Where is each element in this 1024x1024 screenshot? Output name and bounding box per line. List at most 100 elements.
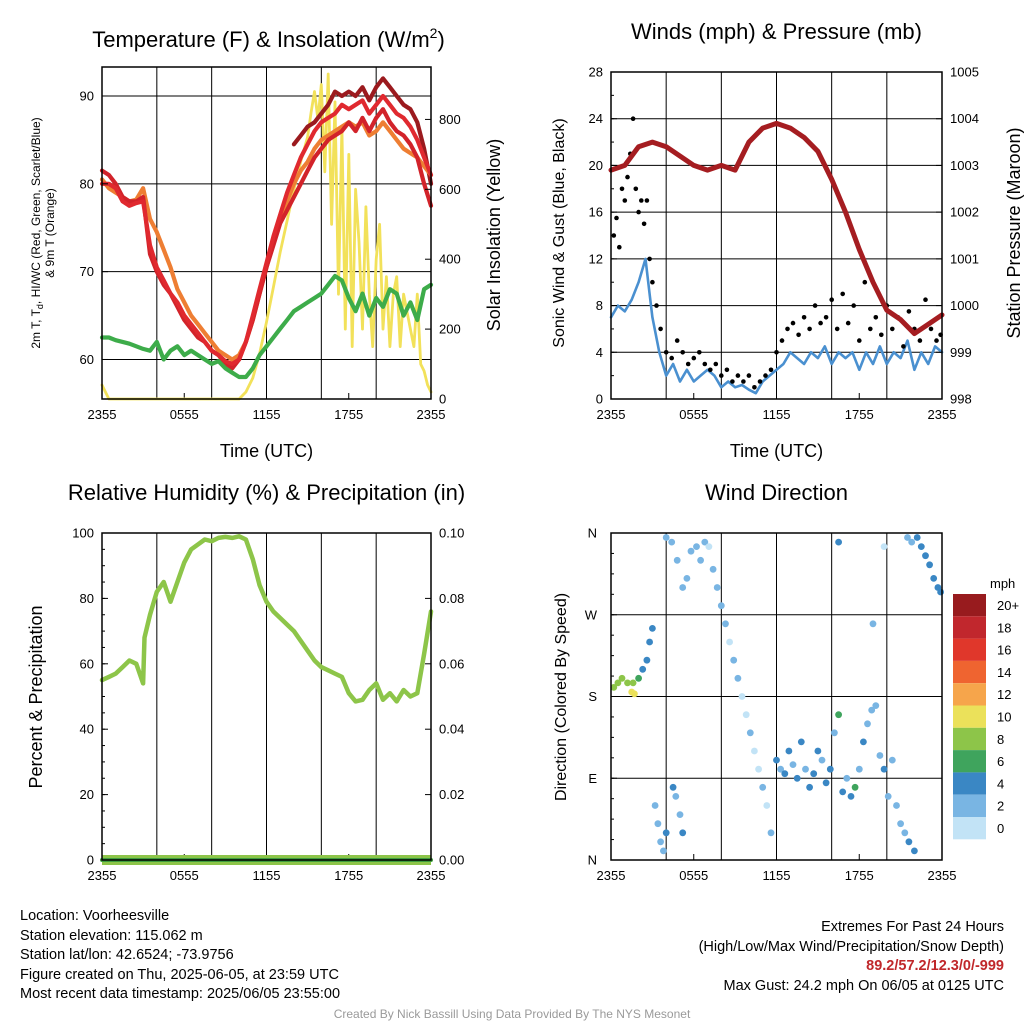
gust-point — [713, 361, 719, 367]
gust-point — [680, 350, 685, 355]
y2-tick-label: 1004 — [950, 111, 979, 126]
direction-point — [649, 625, 656, 632]
colorbar-swatch — [953, 817, 986, 840]
y2-tick-label: 800 — [439, 112, 461, 127]
y-axis-label: Sonic Wind & Gust (Blue, Black) — [551, 118, 568, 347]
gust-point — [879, 332, 884, 338]
x-tick-label: 1755 — [845, 868, 874, 883]
direction-point — [742, 711, 750, 719]
gust-point — [785, 326, 790, 332]
y-tick-label: 20 — [80, 787, 94, 802]
y-tick-label: 0 — [596, 392, 603, 407]
direction-point — [639, 665, 647, 673]
direction-point — [872, 702, 880, 709]
direction-point — [777, 765, 784, 773]
direction-point — [672, 793, 680, 800]
direction-point — [713, 584, 721, 591]
gust-point — [625, 174, 630, 180]
y-tick-label: 0 — [87, 853, 94, 868]
gust-point — [851, 303, 856, 308]
y-tick-label: 40 — [80, 722, 94, 737]
y-tick-label: 60 — [80, 656, 94, 671]
direction-point — [773, 756, 780, 764]
station-location: Location: Voorheesville — [20, 908, 170, 924]
gust-point — [862, 279, 868, 285]
y-axis-label: Percent & Precipitation — [26, 605, 46, 788]
gust-point — [901, 344, 906, 349]
station-info: Location: Voorheesville Station elevatio… — [20, 907, 340, 1005]
y-tick-label: W — [585, 607, 598, 622]
colorbar-swatch — [953, 683, 986, 706]
direction-point — [717, 602, 725, 610]
x-tick-label: 0555 — [170, 407, 199, 422]
gust-point — [917, 338, 923, 343]
gust-point — [639, 198, 644, 203]
x-tick-label: 2355 — [597, 407, 626, 422]
y2-axis-label: Solar Insolation (Yellow) — [484, 139, 504, 331]
direction-point — [904, 534, 911, 541]
direction-point — [673, 556, 681, 564]
direction-point — [734, 674, 742, 682]
gust-point — [774, 350, 779, 355]
direction-point — [876, 752, 884, 759]
direction-point — [793, 774, 801, 782]
direction-point — [868, 706, 876, 714]
gust-point — [674, 338, 680, 343]
direction-point — [746, 729, 754, 737]
gust-point — [752, 385, 757, 390]
y-tick-label: 90 — [80, 88, 94, 103]
gust-point — [801, 315, 807, 320]
x-axis-label: Time (UTC) — [730, 441, 823, 461]
direction-point — [930, 575, 938, 582]
direction-point — [937, 588, 944, 596]
gust-point — [641, 221, 647, 227]
direction-point — [629, 679, 637, 687]
gust-point — [829, 297, 834, 303]
direction-point — [676, 811, 684, 818]
y-tick-label: 70 — [80, 264, 94, 279]
station-elevation: Station elevation: 115.062 m — [20, 927, 203, 944]
gust-point — [934, 338, 939, 343]
gust-point — [650, 279, 655, 285]
direction-point — [917, 543, 925, 550]
colorbar-label: 12 — [997, 687, 1011, 702]
y-tick-label: 4 — [596, 345, 603, 360]
gust-point — [654, 303, 659, 308]
direction-point — [669, 783, 677, 791]
gust-point — [730, 379, 735, 384]
y2-tick-label: 600 — [439, 182, 461, 197]
gust-point — [834, 326, 840, 332]
direction-point — [822, 779, 830, 787]
direction-point — [785, 747, 793, 755]
direction-point — [651, 802, 659, 809]
gust-point — [647, 256, 652, 262]
colorbar-label: 8 — [997, 732, 1004, 747]
direction-point — [730, 656, 738, 664]
credit-line: Created By Nick Bassill Using Data Provi… — [333, 1007, 691, 1021]
direction-point — [926, 561, 933, 569]
direction-point — [797, 738, 805, 746]
direction-point — [847, 793, 855, 800]
gust-point — [790, 320, 796, 326]
gust-point — [724, 367, 730, 373]
colorbar-swatch — [953, 660, 986, 684]
gust-point — [741, 379, 746, 384]
y2-tick-label: 0 — [439, 392, 446, 407]
extremes-values: 89.2/57.2/12.3/0/-999 — [866, 958, 1004, 975]
direction-point — [818, 756, 826, 764]
direction-point — [701, 538, 709, 546]
gust-point — [857, 338, 862, 343]
gust-point — [697, 350, 702, 355]
station-latlon: Station lat/lon: 42.6524; -73.9756 — [20, 947, 234, 964]
colorbar-label: 6 — [997, 754, 1004, 769]
y-tick-label: 24 — [589, 111, 603, 126]
gust-point — [923, 297, 928, 303]
y-tick-label: 28 — [589, 65, 603, 80]
chart-title: Relative Humidity (%) & Precipitation (i… — [68, 480, 465, 505]
y2-tick-label: 998 — [950, 392, 972, 407]
x-tick-label: 2355 — [928, 868, 957, 883]
direction-point — [814, 747, 822, 755]
gust-point — [768, 367, 774, 373]
gust-point — [685, 361, 691, 367]
x-tick-label: 2355 — [417, 407, 446, 422]
